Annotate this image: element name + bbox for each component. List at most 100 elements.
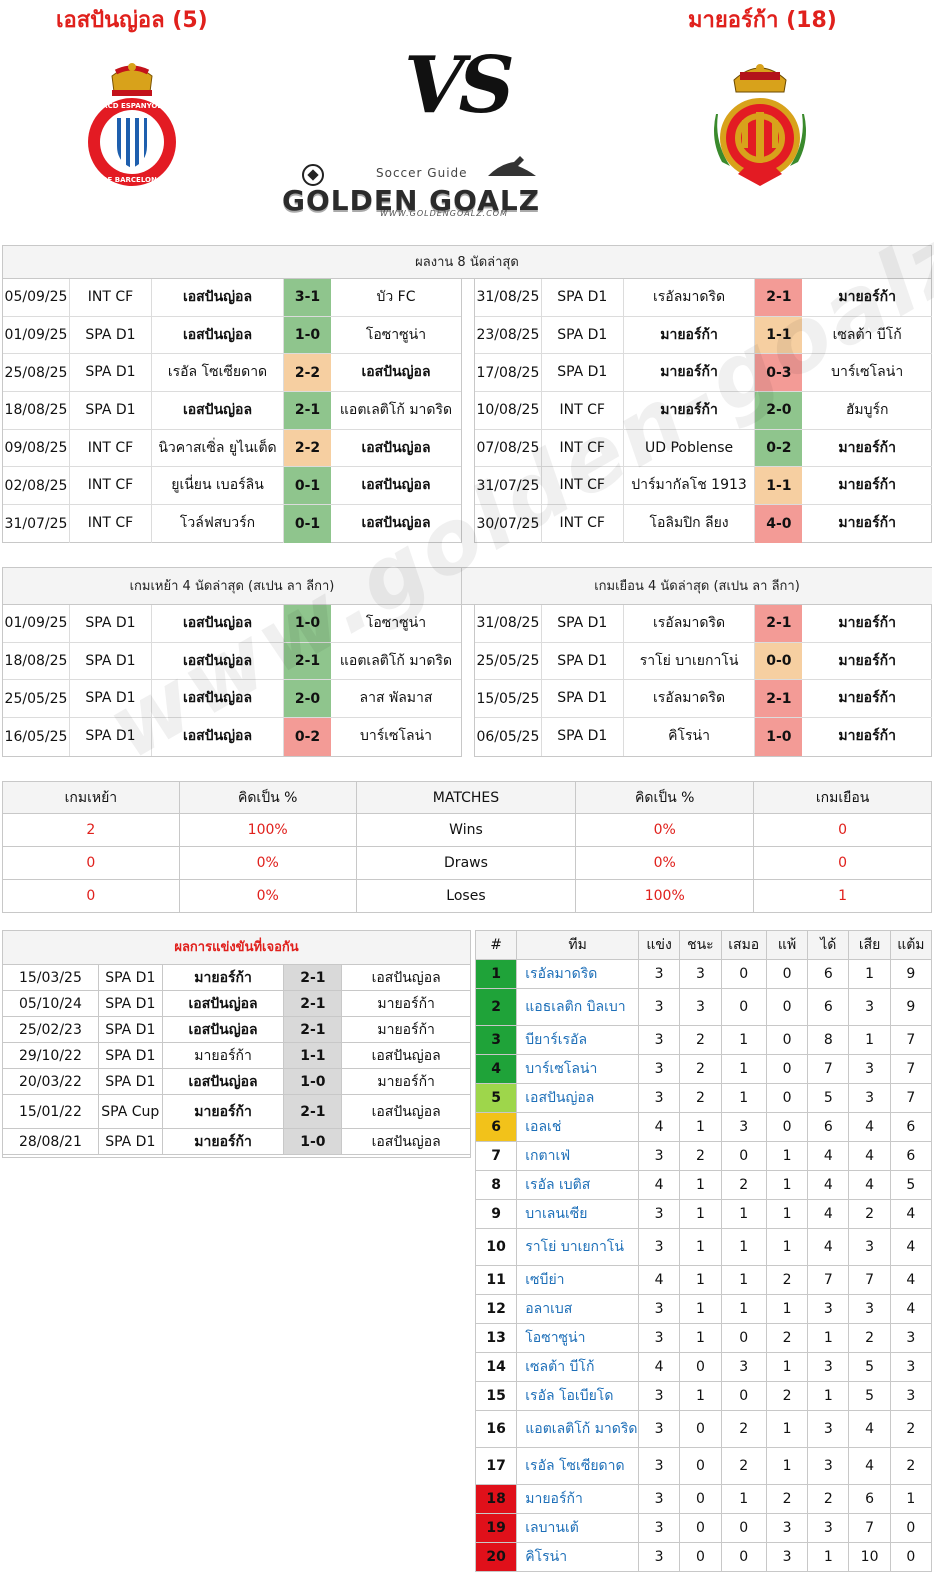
standings-row: 16 แอตเลติโก้ มาดริด 3 0 2 1 3 4 2 [474,1410,933,1448]
stats-header: คิดเป็น % [575,781,755,814]
match-row: 31/07/25 INT CF ปาร์มากัลโช 1913 1-1 มายอร์ก… [475,467,932,506]
standings-position: 9 [474,1199,518,1229]
standings-l: 1 [765,1141,809,1171]
standings-pts: 0 [889,1513,933,1543]
match-score: 2-1 [283,392,331,429]
standings-d: 1 [720,1294,767,1324]
match-home-team: เอสปันญ่อล [151,316,283,354]
standings-f: 7 [807,1265,850,1295]
away-team-crest [712,62,808,190]
standings-team[interactable]: บาเลนเซีย [516,1199,639,1229]
standings-d: 1 [720,1054,767,1084]
standings-a: 5 [848,1352,891,1382]
standings-team[interactable]: บียาร์เรอัล [516,1025,639,1055]
match-row: 07/08/25 INT CF UD Poblense 0-2 มายอร์ก้า [475,429,932,468]
h2h-score: 1-0 [283,1068,343,1095]
match-row: 10/08/25 INT CF มายอร์ก้า 2-0 ฮัมบูร์ก [475,392,932,430]
standings-team[interactable]: เซบีย่า [516,1265,639,1295]
standings-team[interactable]: ราโย่ บาเยกาโน่ [516,1228,639,1266]
site-logo[interactable]: Soccer Guide GOLDEN GOALZ WWW.GOLDENGOAL… [280,154,612,220]
standings-team[interactable]: เรอัล โซเซียดาด [516,1447,639,1485]
standings-d: 0 [720,959,767,989]
standings-pts: 9 [889,988,933,1026]
standings-team[interactable]: เซลต้า บีโก้ [516,1352,639,1382]
standings-f: 4 [807,1228,850,1266]
standings-a: 1 [848,959,891,989]
standings-team[interactable]: เรอัลมาดริด [516,959,639,989]
standings-row: 12 อลาเบส 3 1 1 1 3 3 4 [474,1294,933,1324]
h2h-row: 28/08/21 SPA D1 มายอร์ก้า 1-0 เอสปันญ่อล [2,1128,471,1155]
h2h-title: ผลการแข่งขันที่เจอกัน [3,931,470,964]
standings-header: ชนะ [679,930,722,960]
standings-team[interactable]: มายอร์ก้า [516,1484,639,1514]
match-date: 02/08/25 [4,477,68,494]
standings-position: 13 [474,1323,518,1353]
h2h-home-team: มายอร์ก้า [161,1042,285,1069]
standings-d: 3 [720,1112,767,1142]
standings-position: 3 [474,1025,518,1055]
standings-f: 6 [807,1112,850,1142]
standings-team[interactable]: บาร์เซโลน่า [516,1054,639,1084]
home-count: 0 [2,879,180,913]
standings-p: 3 [637,988,681,1026]
match-competition: SPA D1 [540,316,623,354]
standings-pts: 2 [889,1410,933,1448]
standings-pts: 4 [889,1294,933,1324]
standings-team[interactable]: เรอัล โอเบียโด [516,1381,639,1411]
standings-w: 0 [679,1352,722,1382]
stats-row: 0 0% Loses 100% 1 [2,879,932,913]
match-row: 30/07/25 INT CF โอลิมปิก ลียง 4-0 มายอร์ก้า [475,505,932,543]
match-competition: INT CF [540,429,623,467]
standings-l: 2 [765,1381,809,1411]
standings-f: 6 [807,988,850,1026]
standings-team[interactable]: อลาเบส [516,1294,639,1324]
standings-team[interactable]: แอธเลติก บิลเบา [516,988,639,1026]
standings-w: 2 [679,1054,722,1084]
h2h-competition: SPA Cup [97,1094,163,1129]
standings-position: 10 [474,1228,518,1266]
standings-team[interactable]: เลบานเต้ [516,1513,639,1543]
match-away-team: ลาส พัลมาส [359,690,433,707]
match-date: 25/05/25 [4,690,68,707]
logo-tagline: Soccer Guide [376,166,468,180]
standings-header: เสีย [848,930,891,960]
standings-row: 18 มายอร์ก้า 3 0 1 2 2 6 1 [474,1484,933,1514]
standings-team[interactable]: แอตเลติโก้ มาดริด [516,1410,639,1448]
match-competition: SPA D1 [540,718,623,756]
home-team-crest: RCD ESPANYOL DE BARCELONA [84,62,180,188]
standings-team[interactable]: เรอัล เบติส [516,1170,639,1200]
match-away-team: มายอร์ก้า [838,728,896,745]
standings-l: 0 [765,959,809,989]
standings-row: 4 บาร์เซโลน่า 3 2 1 0 7 3 7 [474,1054,933,1084]
standings-f: 1 [807,1542,850,1572]
standings-d: 2 [720,1170,767,1200]
match-date: 31/08/25 [476,289,540,306]
standings-p: 3 [637,1083,681,1113]
match-home-team: เอสปันญ่อล [151,680,283,718]
standings-w: 1 [679,1323,722,1353]
standings-team[interactable]: เอลเช่ [516,1112,639,1142]
standings-header: แต้ม [889,930,933,960]
standings-l: 1 [765,1294,809,1324]
standings-f: 1 [807,1381,850,1411]
h2h-away-team: มายอร์ก้า [341,990,471,1017]
match-away-team: เซลต้า บีโก้ [832,326,902,343]
standings-team[interactable]: เกตาเฟ่ [516,1141,639,1171]
standings-position: 14 [474,1352,518,1382]
standings-team[interactable]: คิโรน่า [516,1542,639,1572]
standings-w: 0 [679,1447,722,1485]
standings-p: 3 [637,1542,681,1572]
match-competition: SPA D1 [540,642,623,680]
h2h-away-team: เอสปันญ่อล [341,1128,471,1155]
match-score: 2-2 [283,354,331,392]
standings-team[interactable]: เอสปันญ่อล [516,1083,639,1113]
match-competition: SPA D1 [540,605,623,642]
standings-a: 3 [848,1228,891,1266]
stat-label: Draws [355,846,577,880]
match-date: 17/08/25 [476,364,540,381]
standings-a: 7 [848,1265,891,1295]
match-competition: SPA D1 [540,279,623,316]
standings-team[interactable]: โอซาซูน่า [516,1323,639,1353]
standings-a: 1 [848,1025,891,1055]
standings-d: 2 [720,1410,767,1448]
